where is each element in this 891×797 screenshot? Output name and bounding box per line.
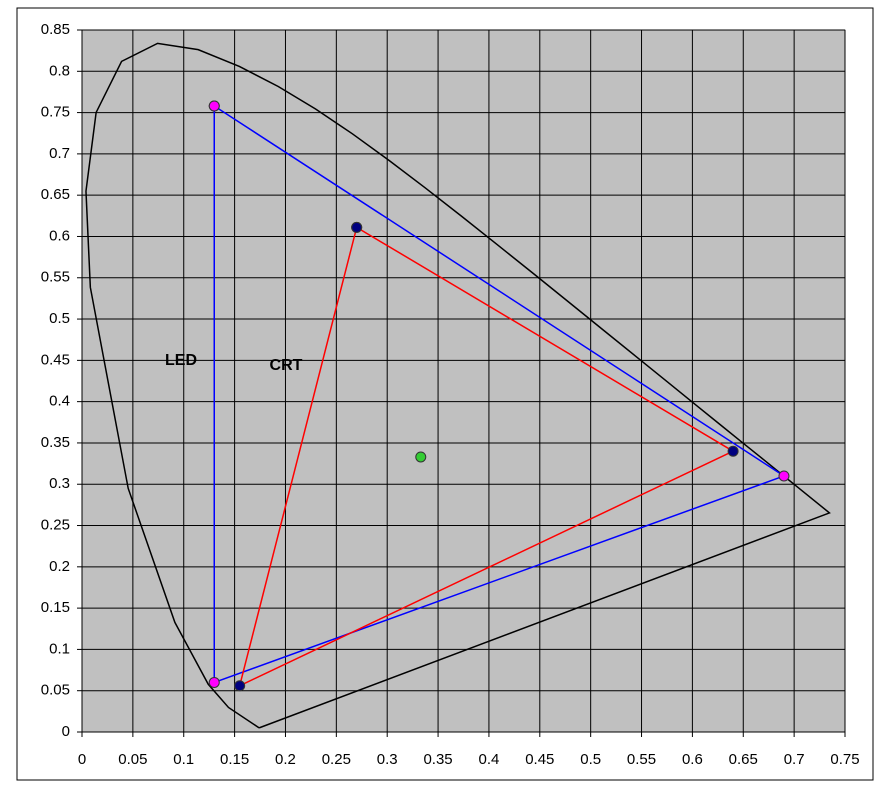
series-line bbox=[213, 105, 786, 684]
y-tick-label: 0.2 bbox=[49, 558, 70, 575]
x-tick-label: 0.3 bbox=[377, 751, 398, 768]
data-point bbox=[234, 680, 246, 692]
y-tick-label: 0.55 bbox=[41, 269, 70, 286]
annotation: LED bbox=[165, 352, 197, 369]
x-tick-label: 0.5 bbox=[580, 751, 601, 768]
x-tick-label: 0.1 bbox=[173, 751, 194, 768]
data-point bbox=[727, 445, 739, 457]
x-tick-label: 0.4 bbox=[479, 751, 500, 768]
x-tick-label: 0.7 bbox=[784, 751, 805, 768]
x-tick-label: 0.2 bbox=[275, 751, 296, 768]
data-point bbox=[208, 100, 220, 112]
x-tick-label: 0.6 bbox=[682, 751, 703, 768]
y-tick-label: 0.25 bbox=[41, 516, 70, 533]
data-point bbox=[415, 451, 427, 463]
x-tick-label: 0.35 bbox=[423, 751, 452, 768]
y-tick-label: 0.6 bbox=[49, 227, 70, 244]
series-line bbox=[85, 42, 831, 729]
y-tick-label: 0.45 bbox=[41, 351, 70, 368]
x-tick-label: 0.55 bbox=[627, 751, 656, 768]
annotation: CRT bbox=[270, 357, 303, 374]
y-tick-label: 0.85 bbox=[41, 21, 70, 38]
x-tick-label: 0.05 bbox=[118, 751, 147, 768]
y-tick-label: 0.65 bbox=[41, 186, 70, 203]
x-tick-label: 0.65 bbox=[729, 751, 758, 768]
y-tick-label: 0.3 bbox=[49, 475, 70, 492]
series-line bbox=[238, 226, 735, 688]
x-tick-label: 0.15 bbox=[220, 751, 249, 768]
y-tick-label: 0.75 bbox=[41, 104, 70, 121]
x-tick-label: 0 bbox=[78, 751, 86, 768]
x-tick-label: 0.25 bbox=[322, 751, 351, 768]
y-tick-label: 0.8 bbox=[49, 62, 70, 79]
y-tick-label: 0.4 bbox=[49, 393, 70, 410]
x-tick-label: 0.75 bbox=[830, 751, 859, 768]
y-tick-label: 0.1 bbox=[49, 640, 70, 657]
y-tick-label: 0 bbox=[62, 723, 70, 740]
y-tick-label: 0.7 bbox=[49, 145, 70, 162]
y-tick-label: 0.35 bbox=[41, 434, 70, 451]
data-point bbox=[351, 221, 363, 233]
x-tick-label: 0.45 bbox=[525, 751, 554, 768]
data-point bbox=[778, 470, 790, 482]
y-tick-label: 0.15 bbox=[41, 599, 70, 616]
y-tick-label: 0.05 bbox=[41, 682, 70, 699]
data-point bbox=[208, 676, 220, 688]
plot-area bbox=[81, 29, 846, 733]
y-tick-label: 0.5 bbox=[49, 310, 70, 327]
